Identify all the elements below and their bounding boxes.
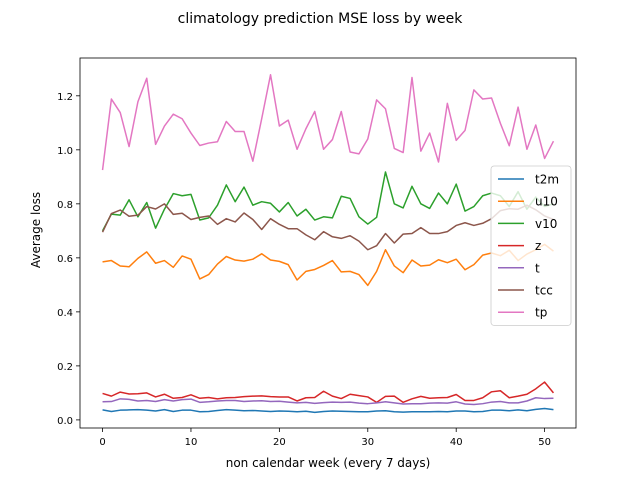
chart-title: climatology prediction MSE loss by week <box>178 11 464 27</box>
series-line-t2m <box>102 407 554 414</box>
x-tick-label: 0 <box>99 437 105 448</box>
legend-label-z: z <box>535 239 541 253</box>
x-axis-label: non calendar week (every 7 days) <box>226 456 431 470</box>
y-axis-label: Average loss <box>29 192 43 268</box>
legend-label-t: t <box>535 261 540 275</box>
legend-label-u10: u10 <box>535 195 558 209</box>
y-tick-label: 0.0 <box>57 416 73 427</box>
y-tick-label: 0.4 <box>57 308 73 319</box>
legend-box <box>490 165 572 326</box>
x-axis: 0 10 20 30 40 50 <box>99 428 551 448</box>
plot-frame <box>79 57 577 429</box>
y-tick-label: 0.2 <box>57 362 73 373</box>
y-tick-label: 1.0 <box>57 146 73 157</box>
y-tick-label: 0.8 <box>57 200 73 211</box>
x-tick-label: 30 <box>361 437 374 448</box>
legend-label-v10: v10 <box>535 217 557 231</box>
series-line-tcc <box>101 203 554 251</box>
legend-label-t2m: t2m <box>535 173 559 187</box>
y-tick-label: 0.6 <box>57 254 73 265</box>
y-tick-label: 1.2 <box>57 92 73 103</box>
x-tick-label: 20 <box>273 437 286 448</box>
series-line-u10 <box>102 243 554 287</box>
series-line-t <box>102 397 554 406</box>
x-tick-label: 40 <box>450 437 463 448</box>
legend-label-tp: tp <box>535 306 547 320</box>
x-tick-label: 50 <box>538 437 551 448</box>
legend: t2m u10 v10 zt tcc tp <box>490 165 572 326</box>
x-tick-label: 10 <box>185 437 198 448</box>
series-layer <box>101 73 555 414</box>
series-line-z <box>102 381 555 404</box>
y-axis: 0.0 0.2 0.4 0.6 0.8 1.0 1.2 <box>57 92 80 427</box>
series-line-tp <box>101 73 555 171</box>
legend-label-tcc: tcc <box>535 284 553 298</box>
series-line-v10 <box>101 171 554 232</box>
